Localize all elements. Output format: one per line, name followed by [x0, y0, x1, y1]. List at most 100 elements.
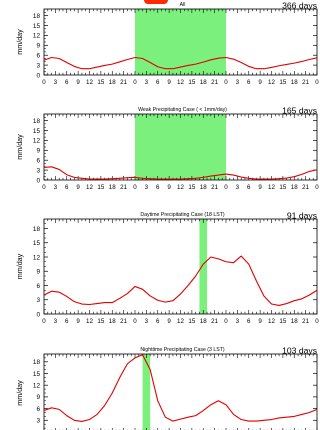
x-tick-label-3-24: 0: [315, 318, 319, 325]
x-tick-label-1-5: 15: [97, 79, 104, 86]
x-tick-label-3-5: 15: [97, 318, 104, 325]
series-line-2-1: [43, 166, 318, 180]
y-tick-label-2-2: 6: [36, 158, 40, 165]
x-tick-label-3-23: 21: [302, 318, 309, 325]
x-tick-label-3-14: 18: [200, 318, 207, 325]
x-tick-label-1-2: 6: [65, 79, 69, 86]
highlight-band-4: [142, 354, 151, 430]
x-tick-label-3-2: 6: [65, 318, 69, 325]
highlight-band-1: [135, 9, 226, 75]
x-tick-label-3-11: 9: [167, 318, 171, 325]
x-tick-label-1-13: 15: [188, 79, 195, 86]
x-tick-label-1-18: 6: [247, 79, 251, 86]
y-tick-label-4-5: 15: [33, 371, 41, 378]
days-label-4: 103 days: [282, 346, 317, 356]
x-tick-label-2-23: 21: [302, 184, 309, 191]
x-tick-label-2-11: 9: [167, 184, 171, 191]
x-tick-label-2-4: 12: [86, 184, 93, 191]
y-tick-label-2-1: 3: [36, 167, 40, 174]
x-tick-label-2-18: 6: [247, 184, 251, 191]
x-tick-label-2-20: 12: [268, 184, 275, 191]
x-tick-label-1-19: 9: [258, 79, 262, 86]
chart-title-3: Daytime Precipitating Case (18 LST): [140, 212, 224, 218]
x-tick-label-2-16: 0: [224, 184, 228, 191]
chart-title-2: Weak Precipitating Case ( < 1mm/day): [138, 107, 227, 113]
x-tick-label-2-15: 21: [211, 184, 218, 191]
x-tick-label-1-10: 6: [156, 79, 160, 86]
y-tick-label-4-6: 18: [33, 359, 41, 366]
top-marker: [0, 0, 320, 8]
x-tick-label-2-1: 3: [54, 184, 58, 191]
x-tick-label-2-9: 3: [145, 184, 149, 191]
x-tick-label-1-12: 12: [177, 79, 184, 86]
y-tick-label-4-1: 3: [36, 418, 40, 425]
x-tick-label-1-1: 3: [54, 79, 58, 86]
x-tick-label-2-12: 12: [177, 184, 184, 191]
x-tick-label-2-13: 15: [188, 184, 195, 191]
x-tick-label-3-10: 6: [156, 318, 160, 325]
x-tick-label-2-10: 6: [156, 184, 160, 191]
x-tick-label-3-16: 0: [224, 318, 228, 325]
series-line-4-1: [43, 354, 318, 423]
y-tick-label-4-2: 6: [36, 406, 40, 413]
x-tick-label-2-2: 6: [65, 184, 69, 191]
x-tick-label-3-17: 3: [236, 318, 240, 325]
y-tick-label-2-0: 0: [36, 177, 40, 184]
y-tick-label-2-3: 9: [36, 148, 40, 155]
x-tick-label-1-22: 18: [291, 79, 298, 86]
y-axis-label-4: mm/day: [15, 380, 24, 406]
y-tick-label-3-1: 3: [36, 297, 40, 304]
x-tick-label-3-13: 15: [188, 318, 195, 325]
y-axis-label-3: mm/day: [15, 253, 24, 279]
x-tick-label-3-21: 15: [279, 318, 286, 325]
x-tick-label-3-9: 3: [145, 318, 149, 325]
y-tick-label-2-5: 15: [33, 128, 41, 135]
x-tick-label-2-8: 0: [133, 184, 137, 191]
y-tick-label-1-1: 3: [36, 62, 40, 69]
x-tick-label-3-18: 6: [247, 318, 251, 325]
top-marker-shape: [144, 0, 168, 4]
x-tick-label-2-22: 18: [291, 184, 298, 191]
x-tick-label-1-16: 0: [224, 79, 228, 86]
x-tick-label-1-6: 18: [109, 79, 116, 86]
y-tick-label-1-3: 9: [36, 43, 40, 50]
x-tick-label-3-3: 9: [76, 318, 80, 325]
y-axis-label-2: mm/day: [15, 134, 24, 160]
y-tick-label-3-6: 18: [33, 226, 41, 233]
x-tick-label-1-23: 21: [302, 79, 309, 86]
x-tick-label-3-8: 0: [133, 318, 137, 325]
y-axis-label-1: mm/day: [15, 29, 24, 55]
days-label-3: 91 days: [287, 211, 317, 221]
y-tick-label-1-2: 6: [36, 53, 40, 60]
x-tick-label-1-11: 9: [167, 79, 171, 86]
y-tick-label-3-4: 12: [33, 254, 41, 261]
x-tick-label-2-6: 18: [109, 184, 116, 191]
x-tick-label-3-15: 21: [211, 318, 218, 325]
x-tick-label-3-1: 3: [54, 318, 58, 325]
x-tick-label-2-7: 21: [120, 184, 127, 191]
x-tick-label-1-4: 12: [86, 79, 93, 86]
x-tick-label-3-19: 9: [258, 318, 262, 325]
chart-title-1: All: [180, 2, 186, 8]
x-tick-label-3-22: 18: [291, 318, 298, 325]
y-tick-label-2-6: 18: [33, 118, 41, 125]
x-tick-label-1-17: 3: [236, 79, 240, 86]
x-tick-label-1-21: 15: [279, 79, 286, 86]
x-tick-label-1-9: 3: [145, 79, 149, 86]
x-tick-label-1-0: 0: [42, 79, 46, 86]
x-tick-label-1-8: 0: [133, 79, 137, 86]
plot-frame-3: [43, 218, 318, 315]
x-tick-label-1-14: 18: [200, 79, 207, 86]
highlight-band-3: [199, 219, 208, 314]
y-tick-label-3-3: 9: [36, 269, 40, 276]
x-tick-label-1-3: 9: [76, 79, 80, 86]
y-tick-label-3-5: 15: [33, 240, 41, 247]
x-tick-label-2-24: 0: [315, 184, 319, 191]
x-tick-label-2-0: 0: [42, 184, 46, 191]
chart-title-4: Nighttime Precipitating Case (3 LST): [140, 347, 224, 353]
x-tick-label-2-5: 15: [97, 184, 104, 191]
x-tick-label-3-7: 21: [120, 318, 127, 325]
y-tick-label-1-4: 12: [33, 33, 41, 40]
x-tick-label-1-24: 0: [315, 79, 319, 86]
